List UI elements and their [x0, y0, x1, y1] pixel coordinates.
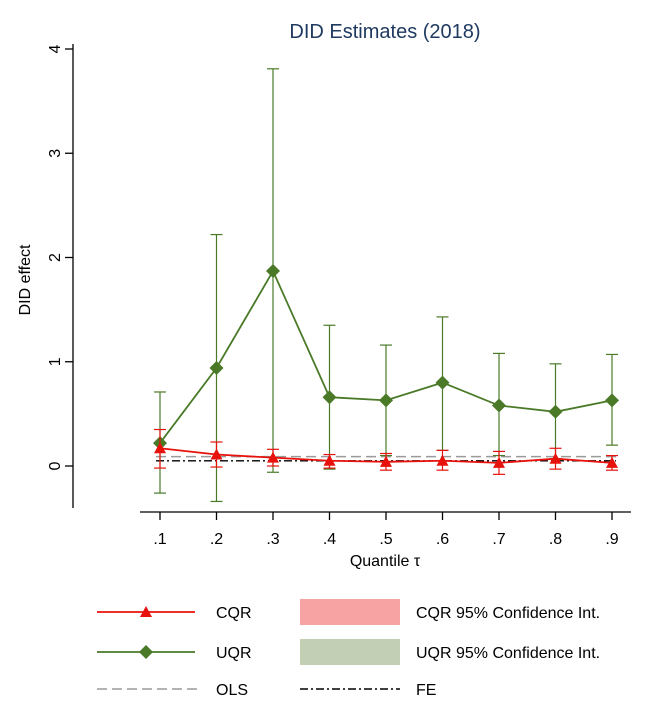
legend-label-fe: FE — [416, 682, 436, 698]
legend-label-cqr: CQR — [216, 605, 252, 622]
legend-swatch-cqr-95-confidence-int — [300, 599, 400, 625]
uqr-series — [153, 68, 619, 503]
cqr-point — [267, 451, 279, 463]
uqr-point — [209, 361, 224, 376]
x-tick-label: .1 — [153, 531, 166, 548]
y-ticks: 0 1 2 3 4 — [47, 44, 73, 470]
x-tick-label: .3 — [266, 531, 279, 548]
x-tick-label: .5 — [379, 531, 392, 548]
x-tick-label: .2 — [210, 531, 223, 548]
series-layer — [153, 68, 619, 503]
legend-marker-cqr — [140, 606, 152, 617]
cqr-point — [493, 456, 505, 468]
cqr-point — [323, 454, 336, 466]
x-axis-label: Quantile τ — [350, 553, 421, 570]
chart-title: DID Estimates (2018) — [289, 21, 480, 43]
uqr-point — [548, 404, 563, 419]
legend-label-cqr-95-confidence-int: CQR 95% Confidence Int. — [416, 605, 600, 622]
x-tick-label: .4 — [323, 531, 336, 548]
legend-label-ols: OLS — [216, 682, 248, 698]
cqr-point — [549, 452, 562, 464]
legend: CQR CQR 95% Confidence Int. UQR UQR 95% Con… — [97, 599, 600, 699]
uqr-point — [266, 264, 280, 279]
y-tick-label: 4 — [47, 44, 64, 53]
cqr-point — [380, 455, 392, 467]
uqr-point — [492, 398, 506, 413]
cqr-point — [606, 456, 618, 468]
y-axis-label: DID effect — [17, 244, 34, 315]
x-tick-label: .8 — [549, 531, 562, 548]
x-tick-label: .6 — [436, 531, 449, 548]
uqr-point — [379, 393, 393, 408]
x-tick-label: .9 — [605, 531, 618, 548]
uqr-point — [435, 375, 450, 390]
cqr-point — [436, 454, 449, 466]
cqr-series — [154, 428, 618, 475]
uqr-point — [322, 390, 337, 405]
x-tick-label: .7 — [492, 531, 505, 548]
y-tick-label: 2 — [47, 253, 64, 262]
legend-label-uqr-95-confidence-int: UQR 95% Confidence Int. — [416, 645, 600, 662]
y-tick-label: 0 — [47, 461, 64, 470]
uqr-point — [605, 393, 619, 408]
legend-label-uqr: UQR — [216, 645, 252, 662]
legend-marker-uqr — [139, 645, 153, 659]
x-ticks: .1 .2 .3 .4 .5 .6 .7 .8 .9 — [153, 512, 619, 548]
y-tick-label: 3 — [47, 149, 64, 158]
cqr-point — [210, 448, 223, 460]
y-tick-label: 1 — [47, 357, 64, 366]
legend-swatch-uqr-95-confidence-int — [300, 639, 400, 665]
cqr-point — [154, 442, 166, 454]
